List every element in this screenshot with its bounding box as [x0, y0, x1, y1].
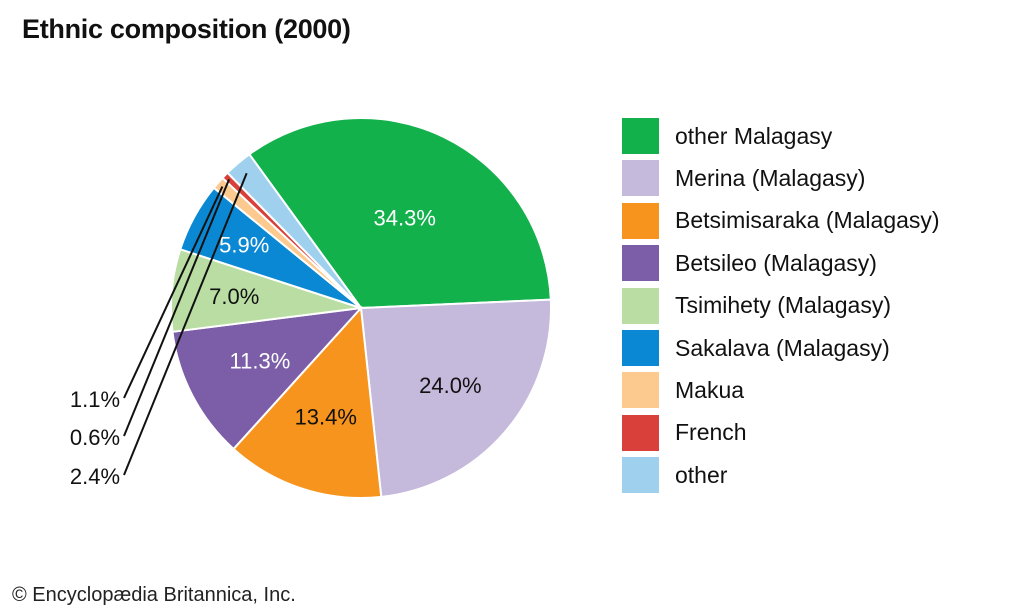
- slice-label-french: 0.6%: [70, 425, 120, 450]
- leader-line-other: [123, 172, 248, 476]
- leader-line-french: [123, 178, 230, 437]
- pie-slice-betsimisaraka-malagasy: [232, 305, 383, 499]
- chart-title: Ethnic composition (2000): [22, 14, 351, 44]
- pie-slice-other: [226, 152, 362, 309]
- slice-label-sakalava-malagasy: 5.9%: [219, 232, 269, 257]
- pie-slice-merina-malagasy: [359, 298, 552, 499]
- pie-slice-betsileo-malagasy: [171, 306, 364, 451]
- slice-label-other-malagasy: 34.3%: [374, 205, 436, 230]
- copyright-credit: © Encyclopædia Britannica, Inc.: [12, 584, 296, 606]
- slice-label-betsileo-malagasy: 11.3%: [230, 349, 291, 374]
- slice-label-other: 2.4%: [70, 464, 120, 489]
- pie-slice-other-malagasy: [247, 117, 552, 310]
- slice-label-tsimihety-malagasy: 7.0%: [209, 284, 259, 309]
- slice-label-betsimisaraka-malagasy: 13.4%: [295, 404, 357, 429]
- slice-label-makua: 1.1%: [70, 387, 120, 412]
- slice-label-merina-malagasy: 24.0%: [419, 373, 481, 398]
- leader-line-makua: [123, 186, 224, 399]
